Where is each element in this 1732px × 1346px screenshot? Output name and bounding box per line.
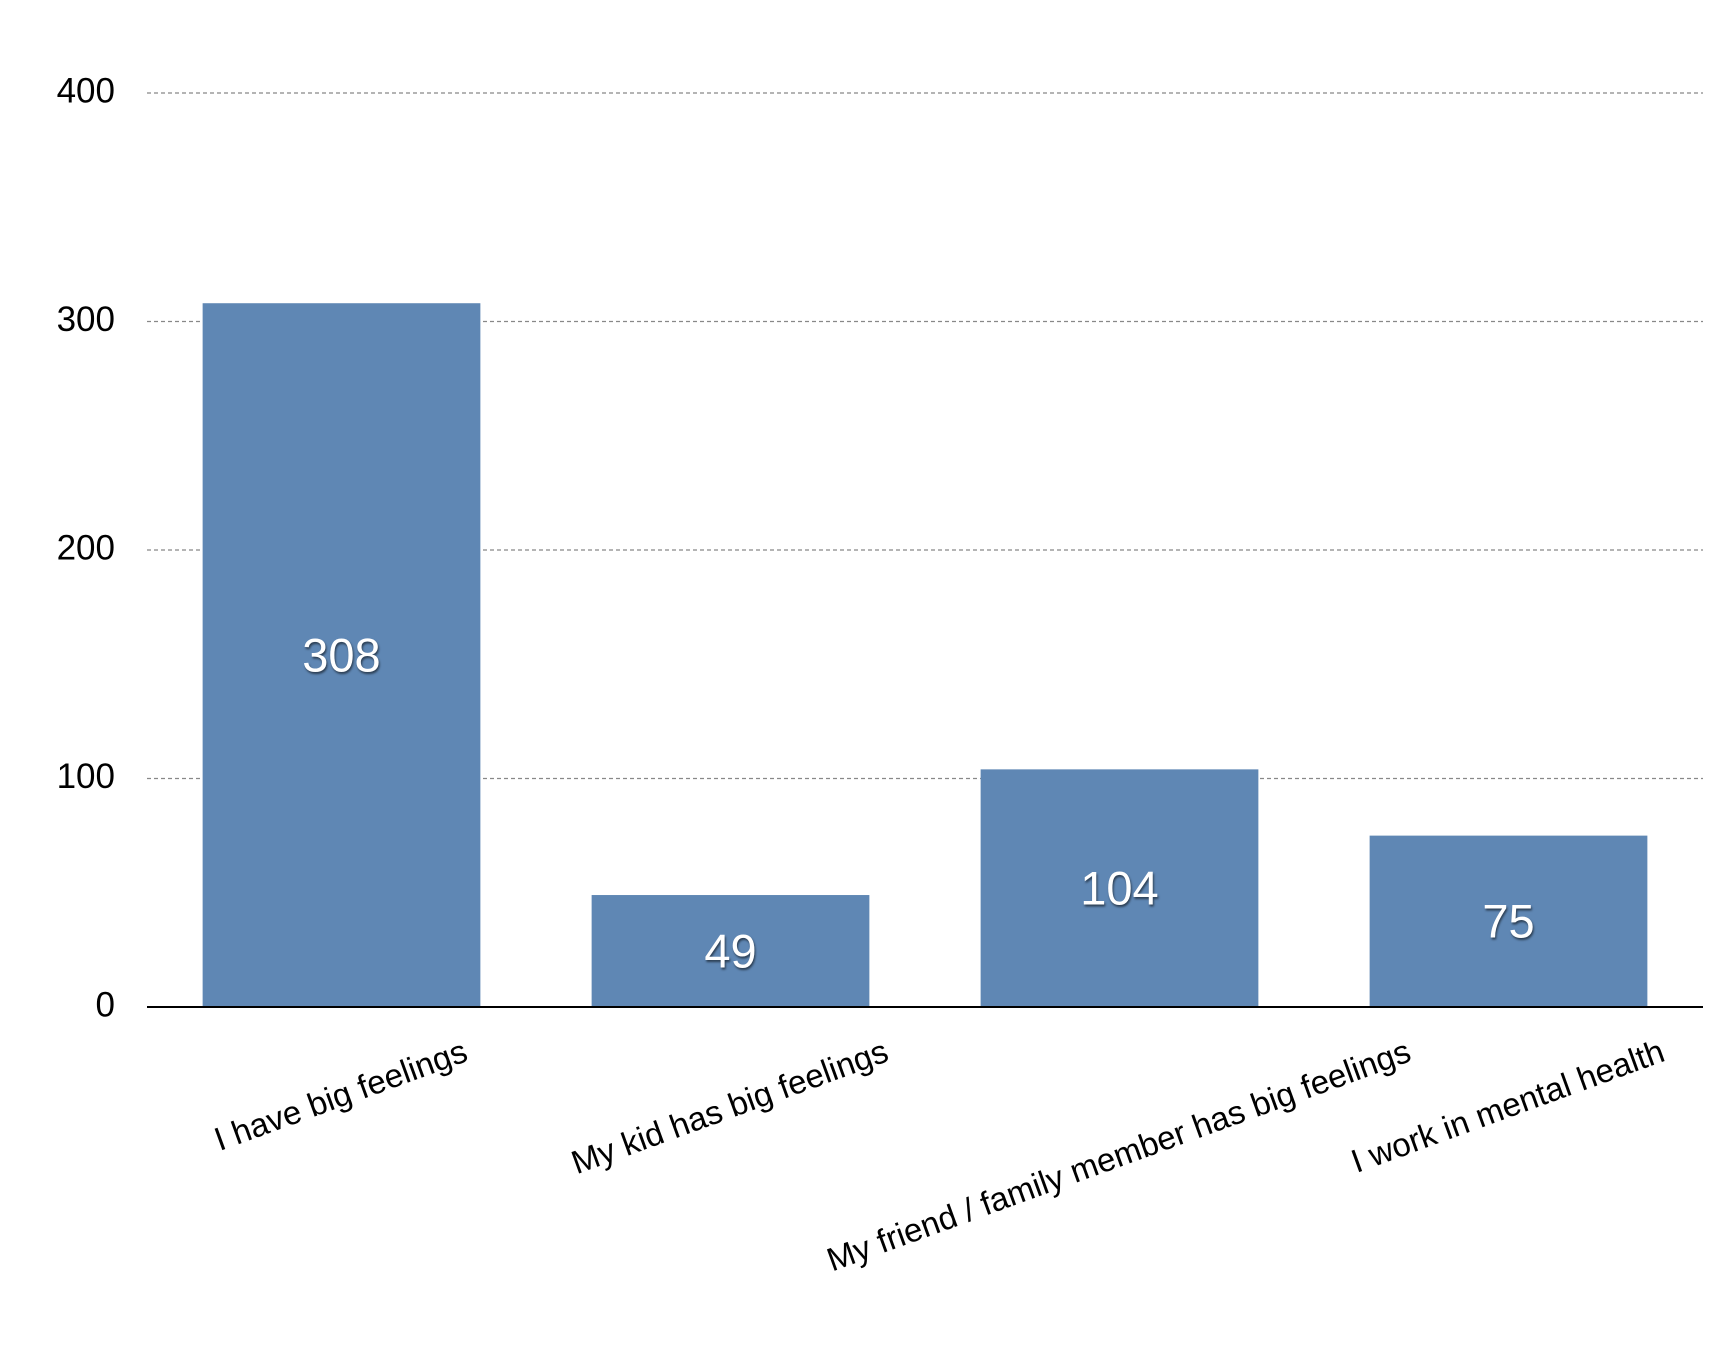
value-label: 49 [704, 924, 756, 977]
bar [1369, 835, 1648, 1007]
x-tick-label: I have big feelings [209, 1032, 472, 1158]
y-tick-label: 400 [57, 71, 115, 110]
y-tick-label: 100 [57, 757, 115, 796]
x-tick-label: My friend / family member has big feelin… [822, 1032, 1415, 1278]
bar [980, 769, 1259, 1007]
y-tick-label: 300 [57, 300, 115, 339]
x-tick-label: My kid has big feelings [566, 1032, 892, 1181]
y-tick-label: 0 [96, 985, 115, 1024]
bar [591, 895, 870, 1007]
bar [202, 303, 481, 1008]
y-tick-label: 200 [57, 528, 115, 567]
value-label: 308 [302, 629, 380, 682]
value-label: 75 [1482, 895, 1534, 948]
value-label: 104 [1080, 862, 1158, 915]
